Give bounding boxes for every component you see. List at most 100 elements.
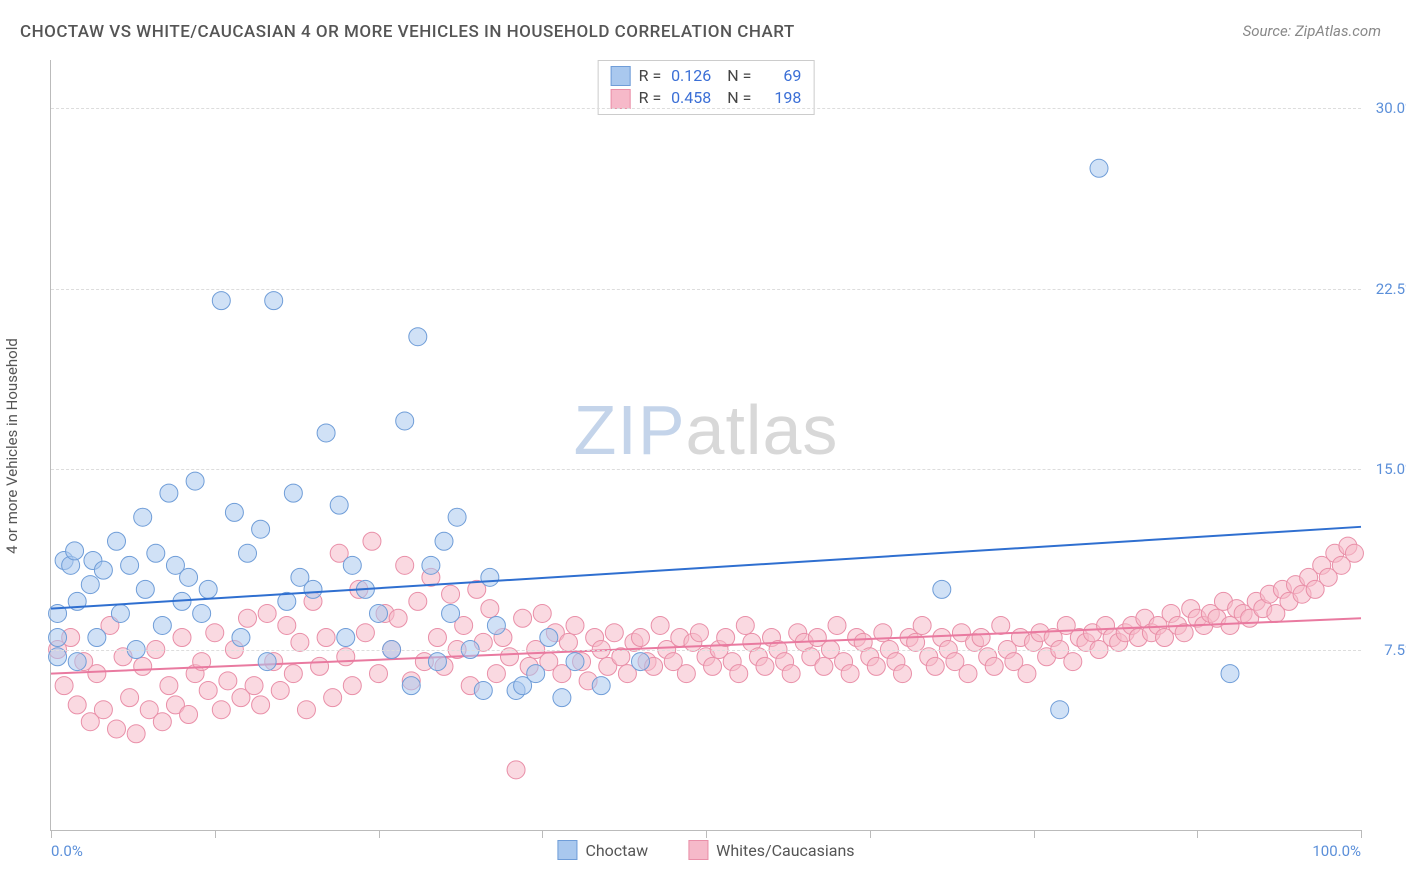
- data-point: [330, 496, 348, 514]
- stat-r-label: R =: [639, 65, 662, 87]
- gridline: [51, 650, 1361, 651]
- data-point: [186, 472, 204, 490]
- data-point: [448, 508, 466, 526]
- data-point: [717, 629, 735, 647]
- data-point: [219, 672, 237, 690]
- chart-source: Source: ZipAtlas.com: [1243, 22, 1381, 40]
- plot-area: ZIPatlas R = 0.126 N = 69 R = 0.458 N = …: [50, 60, 1361, 831]
- data-point: [134, 508, 152, 526]
- data-point: [913, 616, 931, 634]
- chart-title: CHOCTAW VS WHITE/CAUCASIAN 4 OR MORE VEH…: [20, 22, 795, 42]
- data-point: [153, 713, 171, 731]
- stats-legend: R = 0.126 N = 69 R = 0.458 N = 198: [598, 60, 815, 115]
- series-legend: Choctaw Whites/Caucasians: [557, 840, 854, 860]
- data-point: [651, 616, 669, 634]
- data-point: [317, 629, 335, 647]
- data-point: [1090, 159, 1108, 177]
- gridline: [51, 289, 1361, 290]
- stats-row-pink: R = 0.458 N = 198: [611, 87, 802, 109]
- data-point: [180, 706, 198, 724]
- data-point: [1345, 544, 1363, 562]
- data-point: [690, 624, 708, 642]
- data-point: [992, 616, 1010, 634]
- ytick-label: 15.0%: [1366, 460, 1406, 478]
- stat-n-label: N =: [719, 65, 751, 87]
- data-point: [481, 568, 499, 586]
- data-point: [527, 665, 545, 683]
- xtick: [1034, 830, 1035, 838]
- data-point: [677, 665, 695, 683]
- ytick-label: 30.0%: [1366, 99, 1406, 117]
- ytick-label: 7.5%: [1366, 641, 1406, 659]
- data-point: [566, 653, 584, 671]
- legend-swatch-blue: [557, 840, 577, 860]
- legend-item-pink: Whites/Caucasians: [688, 840, 854, 860]
- swatch-pink: [611, 89, 631, 109]
- data-point: [566, 616, 584, 634]
- data-point: [926, 657, 944, 675]
- stat-r-blue: 0.126: [669, 65, 711, 87]
- data-point: [245, 677, 263, 695]
- data-point: [487, 665, 505, 683]
- data-point: [304, 580, 322, 598]
- data-point: [134, 657, 152, 675]
- data-point: [271, 681, 289, 699]
- data-point: [487, 616, 505, 634]
- data-point: [297, 701, 315, 719]
- data-point: [136, 580, 154, 598]
- data-point: [370, 604, 388, 622]
- data-point: [121, 689, 139, 707]
- data-point: [225, 503, 243, 521]
- data-point: [284, 484, 302, 502]
- data-point: [828, 616, 846, 634]
- data-point: [311, 657, 329, 675]
- data-point: [127, 725, 145, 743]
- data-point: [68, 653, 86, 671]
- data-point: [121, 556, 139, 574]
- data-point: [193, 604, 211, 622]
- data-point: [894, 665, 912, 683]
- data-point: [632, 629, 650, 647]
- data-point: [173, 629, 191, 647]
- xtick: [51, 830, 52, 838]
- legend-item-blue: Choctaw: [557, 840, 648, 860]
- data-point: [252, 520, 270, 538]
- data-point: [428, 653, 446, 671]
- xtick: [215, 830, 216, 838]
- data-point: [343, 677, 361, 695]
- trend-line: [51, 527, 1361, 609]
- ytick-label: 22.5%: [1366, 280, 1406, 298]
- data-point: [108, 532, 126, 550]
- legend-label-blue: Choctaw: [585, 841, 648, 860]
- data-point: [867, 657, 885, 675]
- data-point: [147, 544, 165, 562]
- data-point: [389, 609, 407, 627]
- xtick-label-right: 100.0%: [1312, 842, 1361, 860]
- data-point: [1064, 653, 1082, 671]
- data-point: [160, 484, 178, 502]
- data-point: [396, 556, 414, 574]
- data-point: [1221, 665, 1239, 683]
- data-point: [66, 542, 84, 560]
- data-point: [324, 689, 342, 707]
- data-point: [370, 665, 388, 683]
- gridline: [51, 108, 1361, 109]
- data-point: [782, 665, 800, 683]
- data-point: [815, 657, 833, 675]
- data-point: [605, 624, 623, 642]
- data-point: [972, 629, 990, 647]
- data-point: [232, 629, 250, 647]
- data-point: [199, 580, 217, 598]
- xtick: [1197, 830, 1198, 838]
- data-point: [736, 616, 754, 634]
- stat-n-label: N =: [719, 87, 751, 109]
- y-axis-label: 4 or more Vehicles in Household: [3, 338, 21, 554]
- data-point: [1051, 701, 1069, 719]
- legend-label-pink: Whites/Caucasians: [716, 841, 854, 860]
- data-point: [49, 629, 67, 647]
- data-point: [985, 657, 1003, 675]
- stat-r-pink: 0.458: [669, 87, 711, 109]
- data-point: [111, 604, 129, 622]
- data-point: [55, 677, 73, 695]
- swatch-blue: [611, 66, 631, 86]
